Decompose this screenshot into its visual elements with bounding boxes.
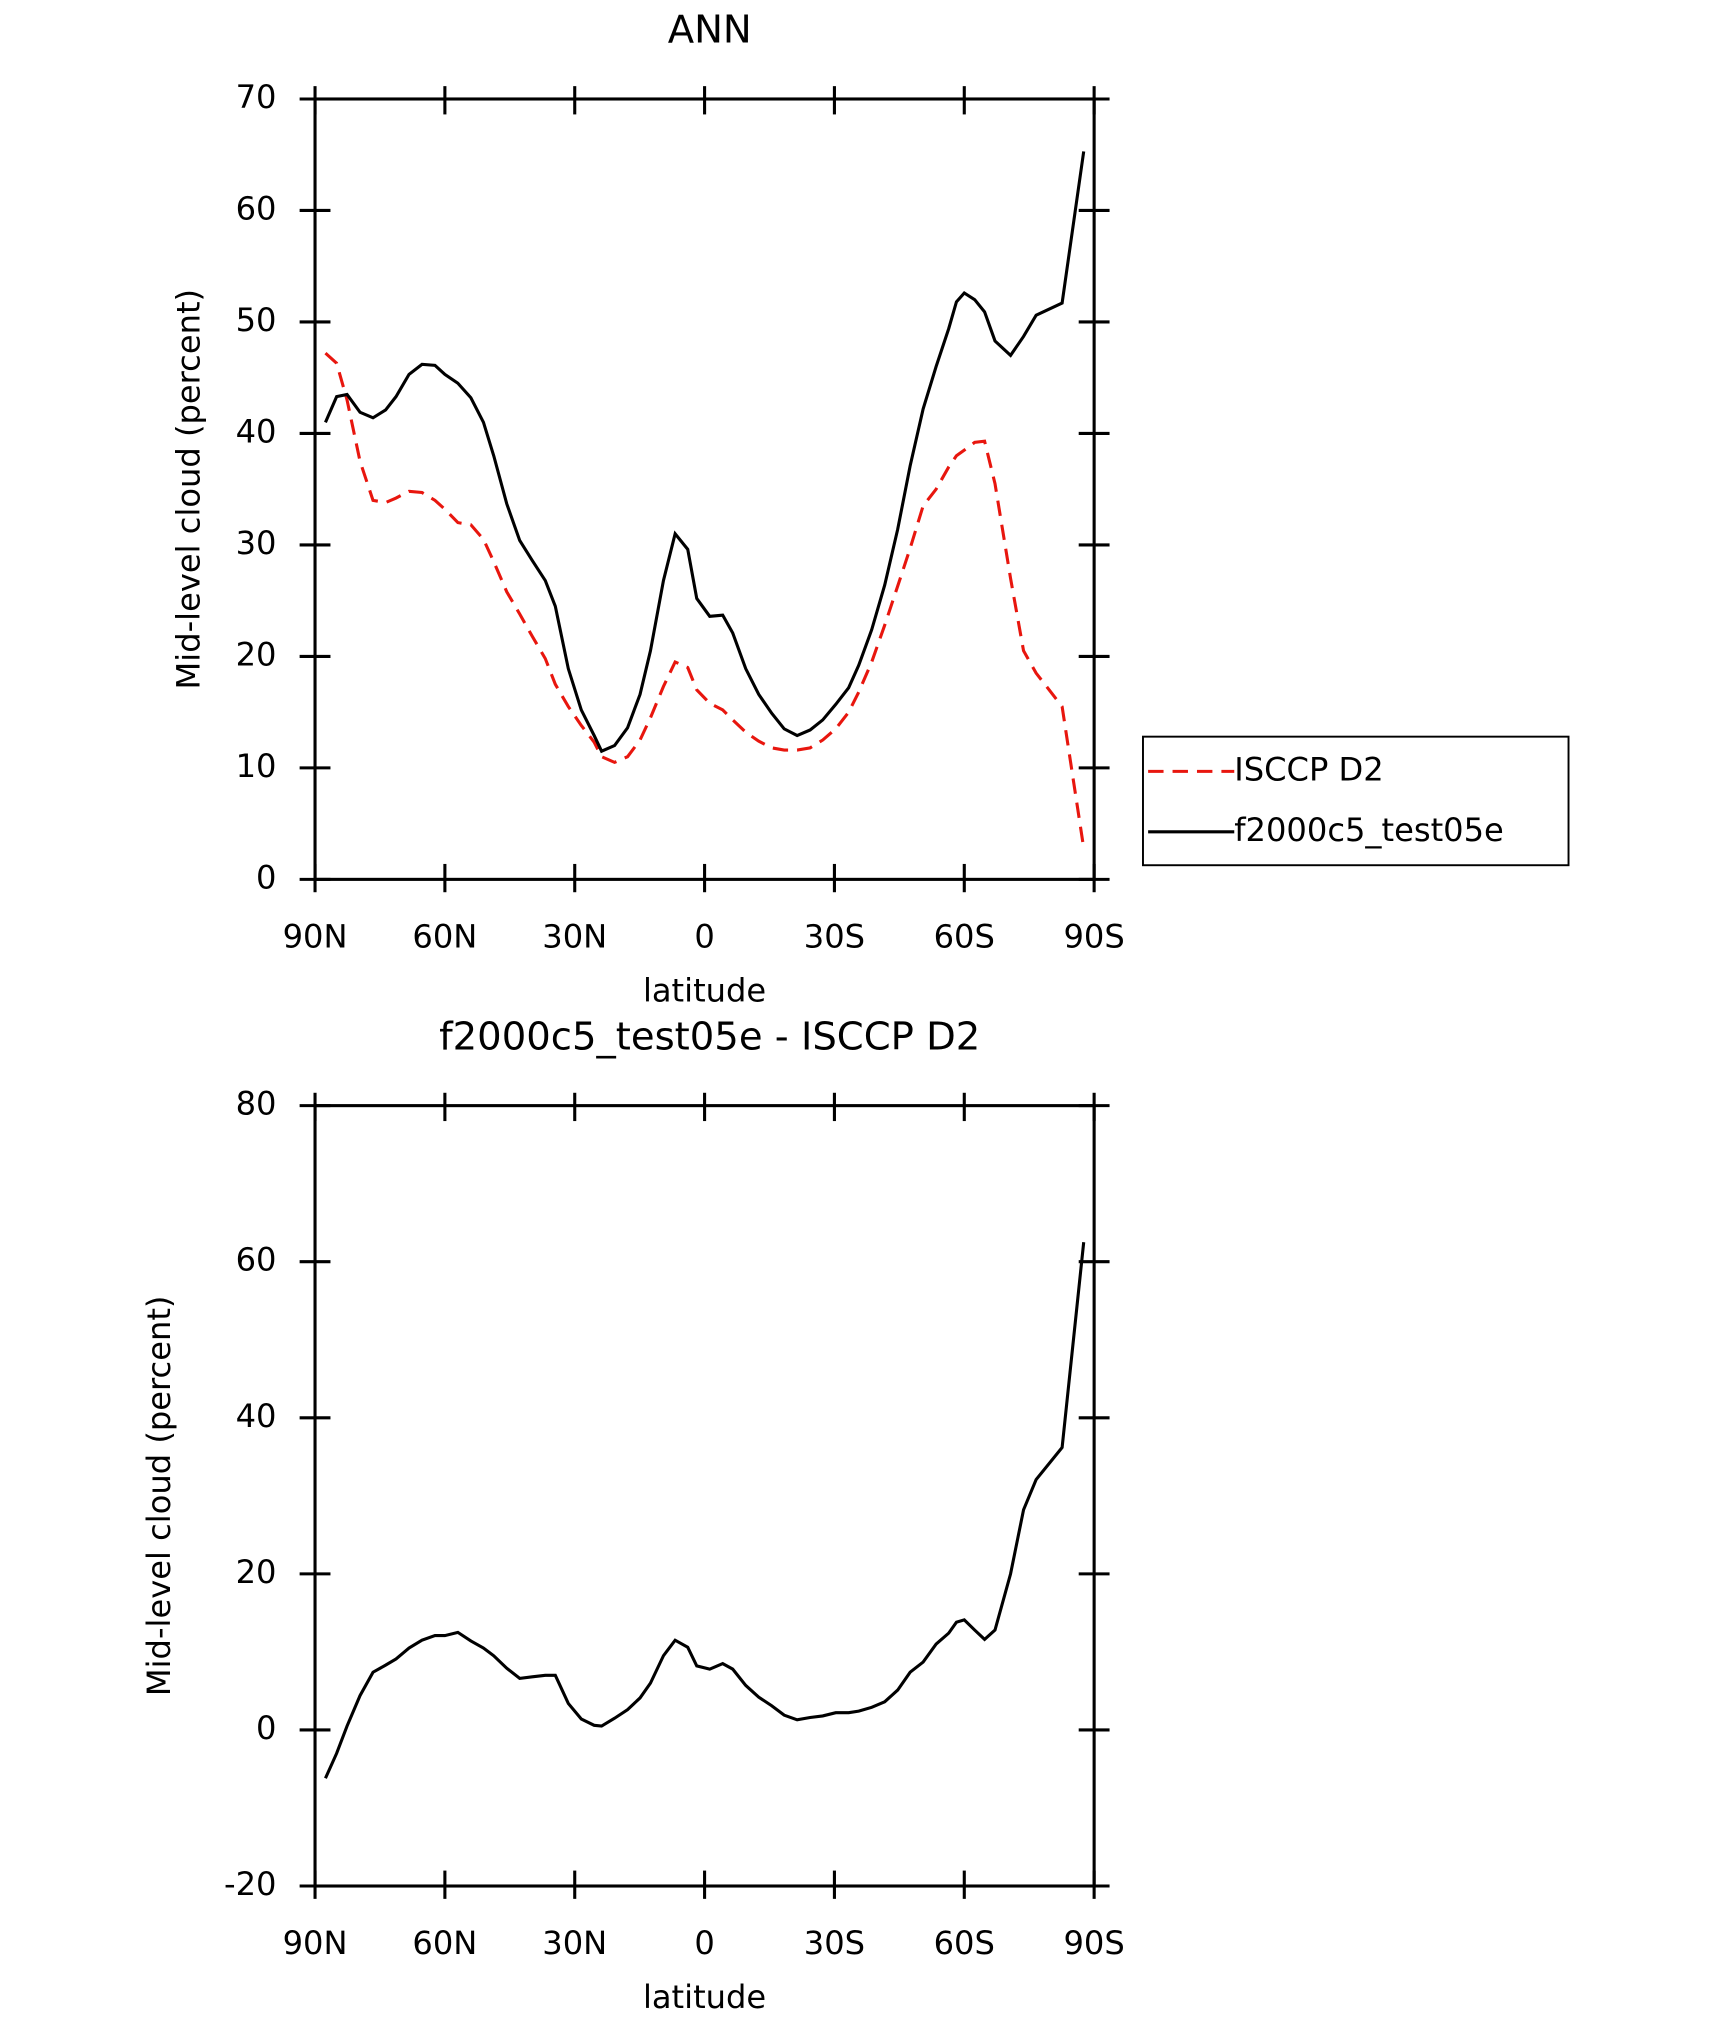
x-tick-label: 0 xyxy=(694,1924,714,1962)
x-tick-label: 90N xyxy=(283,918,348,956)
x-tick-label: 60N xyxy=(412,918,477,956)
x-tick-label: 30S xyxy=(804,918,865,956)
y-tick-label: 30 xyxy=(236,524,277,562)
y-tick-label: 80 xyxy=(236,1085,277,1123)
x-tick-label: 90S xyxy=(1063,1924,1124,1962)
y-tick-label: 70 xyxy=(236,78,277,116)
legend-box xyxy=(1142,735,1570,867)
x-tick-label: 90N xyxy=(283,1924,348,1962)
y-tick-label: 10 xyxy=(236,747,277,785)
y-tick-label: 40 xyxy=(236,412,277,450)
legend-label: f2000c5_test05e xyxy=(1234,811,1504,849)
chart-title: ANN xyxy=(668,8,752,53)
y-tick-label: 0 xyxy=(256,858,276,896)
x-tick-label: 60S xyxy=(934,1924,995,1962)
y-tick-label: 20 xyxy=(236,1553,277,1591)
chart-title: f2000c5_test05e - ISCCP D2 xyxy=(439,1014,980,1059)
data-line xyxy=(324,352,1086,849)
x-tick-label: 0 xyxy=(694,918,714,956)
y-tick-label: 50 xyxy=(236,301,277,339)
plot-frame xyxy=(313,97,1096,881)
plot-frame xyxy=(313,1104,1096,1888)
y-axis-label: Mid-level cloud (percent) xyxy=(169,289,207,690)
x-tick-label: 30N xyxy=(542,918,607,956)
data-line xyxy=(324,1242,1086,1779)
y-tick-label: 60 xyxy=(236,1241,277,1279)
x-tick-label: 30N xyxy=(542,1924,607,1962)
y-tick-label: 40 xyxy=(236,1397,277,1435)
y-tick-label: 0 xyxy=(256,1709,276,1747)
data-line xyxy=(324,151,1086,754)
x-tick-label: 90S xyxy=(1063,918,1124,956)
x-tick-label: 60N xyxy=(412,1924,477,1962)
x-tick-label: 30S xyxy=(804,1924,865,1962)
y-tick-label: -20 xyxy=(224,1865,276,1903)
legend-label: ISCCP D2 xyxy=(1234,750,1384,788)
y-tick-label: 20 xyxy=(236,635,277,673)
x-axis-label: latitude xyxy=(643,1978,766,2016)
y-axis-label: Mid-level cloud (percent) xyxy=(140,1296,178,1697)
y-tick-label: 60 xyxy=(236,189,277,227)
x-tick-label: 60S xyxy=(934,918,995,956)
x-axis-label: latitude xyxy=(643,972,766,1010)
